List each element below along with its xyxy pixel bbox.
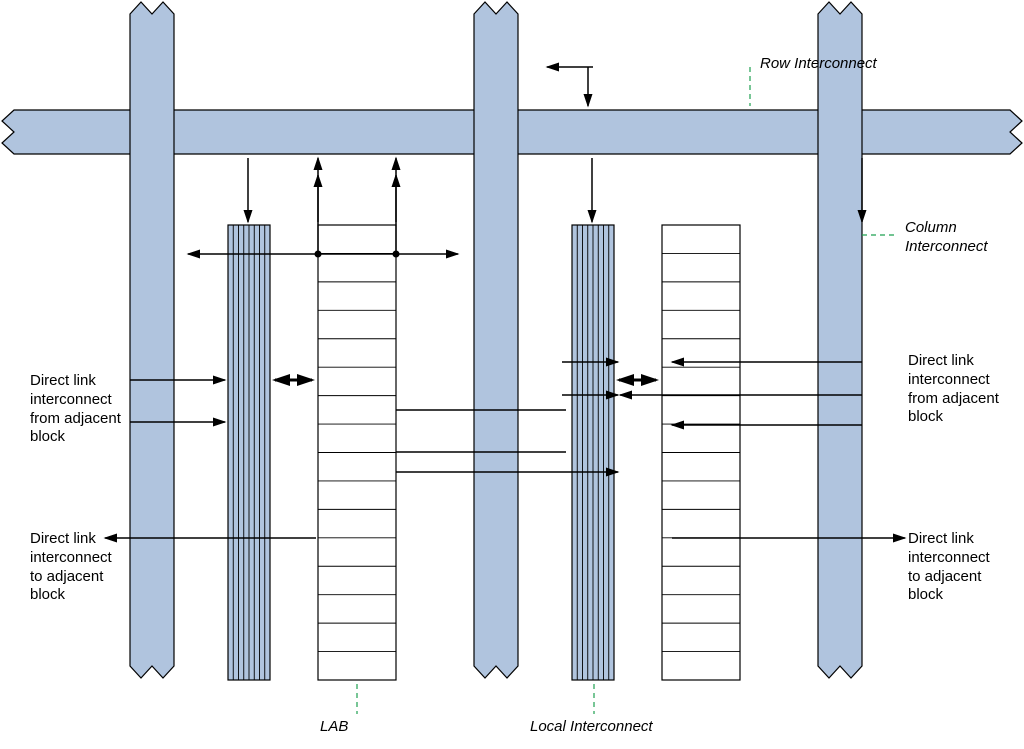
label-lab: LAB [320, 718, 348, 737]
label-column-interconnect: Column Interconnect [905, 219, 988, 257]
label-direct-link-from-left: Direct link interconnect from adjacent b… [30, 372, 121, 447]
diagram-svg [0, 0, 1024, 749]
label-row-interconnect: Row Interconnect [760, 55, 877, 74]
label-local-interconnect: Local Interconnect [530, 718, 653, 737]
label-direct-link-to-right: Direct link interconnect to adjacent blo… [908, 530, 990, 605]
label-direct-link-from-right: Direct link interconnect from adjacent b… [908, 352, 999, 427]
label-direct-link-to-left: Direct link interconnect to adjacent blo… [30, 530, 112, 605]
diagram-root: Row Interconnect Column Interconnect LAB… [0, 0, 1024, 749]
